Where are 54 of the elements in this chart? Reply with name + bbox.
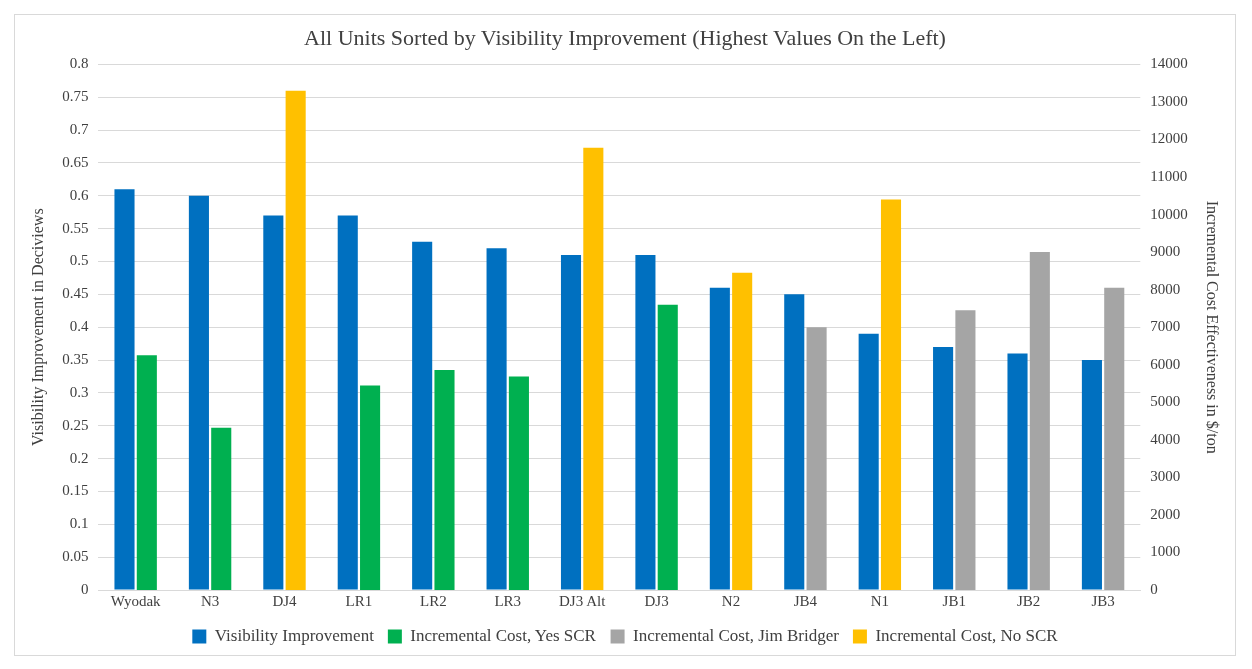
y-tick-label: 0.65 <box>62 153 89 170</box>
x-tick-label: JB4 <box>793 592 818 609</box>
y2-tick-label: 13000 <box>1150 92 1188 109</box>
x-tick-label: JB2 <box>1017 592 1041 609</box>
y-tick-label: 0.15 <box>62 482 89 499</box>
y2-tick-label: 0 <box>1150 580 1158 597</box>
y-tick-label: 0.6 <box>69 186 89 203</box>
x-tick-label: DJ4 <box>272 592 298 609</box>
x-tick-label: N2 <box>721 592 741 609</box>
x-tick-label: LR2 <box>419 592 447 609</box>
y2-tick-label: 4000 <box>1150 430 1181 447</box>
y-tick-label: 0.45 <box>62 285 89 302</box>
y-tick-label: 0.1 <box>69 515 89 532</box>
bar <box>188 195 209 590</box>
legend-label: Incremental Cost, No SCR <box>875 625 1059 645</box>
y2-tick-label: 3000 <box>1150 468 1181 485</box>
x-tick-label: JB1 <box>942 592 966 609</box>
y-tick-label: 0.55 <box>62 219 89 236</box>
y-tick-label: 0.5 <box>69 252 89 269</box>
x-tick-label: DJ3 Alt <box>559 592 607 609</box>
y-tick-label: 0 <box>80 580 89 597</box>
y-tick-label: 0.4 <box>69 318 89 335</box>
y2-tick-label: 9000 <box>1150 243 1181 260</box>
y-tick-label: 0.35 <box>62 350 89 367</box>
y-tick-label: 0.3 <box>69 383 89 400</box>
x-tick-label: Wyodak <box>110 592 162 609</box>
legend-label: Incremental Cost, Jim Bridger <box>633 625 840 645</box>
y2-tick-label: 2000 <box>1150 505 1181 522</box>
y2-tick-label: 8000 <box>1150 280 1181 297</box>
y2-tick-label: 7000 <box>1150 318 1181 335</box>
x-tick-label: LR3 <box>494 592 522 609</box>
y2-tick-label: 6000 <box>1150 355 1181 372</box>
y-tick-label: 0.05 <box>62 548 89 565</box>
y2-tick-label: 11000 <box>1150 167 1188 184</box>
y-tick-label: 0.75 <box>62 88 89 105</box>
y2-tick-label: 5000 <box>1150 393 1181 410</box>
y2-tick-label: 12000 <box>1150 130 1188 147</box>
legend-label: Incremental Cost, Yes SCR <box>410 625 597 645</box>
legend-label: Visibility Improvement <box>214 625 375 645</box>
x-tick-label: N1 <box>870 592 890 609</box>
x-tick-label: N3 <box>200 592 220 609</box>
y-tick-label: 0.8 <box>69 55 89 72</box>
x-tick-label: LR1 <box>345 592 373 609</box>
chart-title: All Units Sorted by Visibility Improvement (Highest Values On the Left) <box>304 24 946 50</box>
y-tick-label: 0.2 <box>69 449 89 466</box>
y2-tick-label: 1000 <box>1150 543 1181 560</box>
y2-tick-label: 10000 <box>1150 205 1188 222</box>
y2-tick-label: 14000 <box>1150 55 1188 72</box>
y2-axis-title: Incremental Cost Effectiveness in $/ton <box>1204 200 1222 454</box>
x-tick-label: DJ3 <box>644 592 669 609</box>
y-tick-label: 0.25 <box>62 416 89 433</box>
y-axis-title: Visibility Improvement in Deciviews <box>28 208 47 447</box>
x-tick-label: JB3 <box>1091 592 1115 609</box>
y-tick-label: 0.7 <box>69 121 89 138</box>
